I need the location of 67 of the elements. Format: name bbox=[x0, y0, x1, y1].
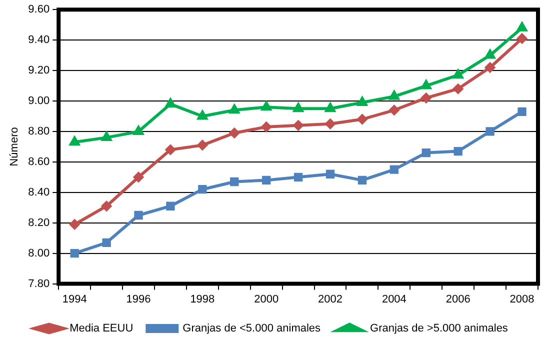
point bbox=[166, 202, 175, 210]
point bbox=[198, 185, 207, 194]
point bbox=[102, 238, 111, 247]
y-tick-label: 8.40 bbox=[28, 186, 50, 198]
point bbox=[485, 50, 496, 59]
y-axis-title: Número bbox=[8, 127, 21, 166]
point bbox=[325, 118, 336, 129]
point bbox=[293, 103, 304, 112]
point bbox=[166, 98, 176, 108]
point bbox=[70, 249, 79, 258]
point bbox=[134, 210, 143, 220]
point bbox=[389, 90, 400, 100]
point bbox=[262, 176, 271, 185]
x-tick-label: 1998 bbox=[190, 293, 215, 306]
point bbox=[358, 176, 367, 185]
point bbox=[421, 92, 432, 103]
x-tick-label: 2006 bbox=[446, 293, 470, 306]
y-tick-label: 9.40 bbox=[28, 34, 50, 46]
point bbox=[293, 120, 304, 130]
point bbox=[518, 107, 526, 116]
point bbox=[325, 103, 336, 112]
point bbox=[390, 165, 399, 174]
point bbox=[486, 127, 494, 136]
x-tick-label: 2000 bbox=[254, 293, 279, 306]
point bbox=[70, 136, 80, 146]
point bbox=[165, 144, 176, 155]
point bbox=[102, 132, 112, 142]
point bbox=[357, 97, 368, 106]
x-tick-label: 1994 bbox=[62, 293, 87, 306]
point bbox=[485, 62, 496, 72]
point bbox=[294, 172, 303, 182]
legend-label: Granjas de >5.000 animales bbox=[370, 322, 508, 335]
legend-label: Granjas de <5.000 animales bbox=[182, 322, 322, 335]
y-tick-label: 9.00 bbox=[28, 95, 50, 108]
x-tick-label: 2002 bbox=[318, 293, 343, 306]
point bbox=[517, 34, 528, 44]
point bbox=[454, 146, 462, 156]
x-tick-label: 2004 bbox=[382, 293, 406, 306]
point bbox=[326, 170, 335, 178]
point bbox=[261, 122, 272, 132]
point bbox=[421, 80, 432, 90]
y-tick-label: 8.80 bbox=[28, 126, 50, 138]
point bbox=[134, 172, 144, 182]
point bbox=[134, 126, 144, 135]
y-tick-label: 8.20 bbox=[28, 216, 50, 229]
y-tick-label: 9.60 bbox=[28, 4, 50, 16]
point bbox=[517, 22, 527, 32]
point bbox=[453, 84, 464, 94]
y-tick-label: 9.20 bbox=[28, 64, 50, 77]
legend-label: Media EEUU bbox=[70, 322, 134, 335]
y-tick-label: 7.80 bbox=[28, 278, 50, 290]
point bbox=[102, 201, 112, 212]
point bbox=[197, 140, 208, 150]
point bbox=[453, 70, 464, 79]
point bbox=[357, 114, 368, 124]
point bbox=[261, 102, 272, 111]
point bbox=[422, 148, 430, 158]
point bbox=[389, 105, 400, 116]
point bbox=[229, 128, 240, 138]
point bbox=[229, 104, 240, 114]
point bbox=[230, 177, 239, 186]
y-tick-label: 8.60 bbox=[28, 156, 50, 168]
y-tick-label: 8.00 bbox=[28, 247, 50, 260]
point bbox=[197, 110, 208, 120]
point bbox=[70, 219, 80, 230]
x-tick-label: 2008 bbox=[510, 293, 534, 306]
x-tick-label: 1996 bbox=[126, 293, 151, 306]
